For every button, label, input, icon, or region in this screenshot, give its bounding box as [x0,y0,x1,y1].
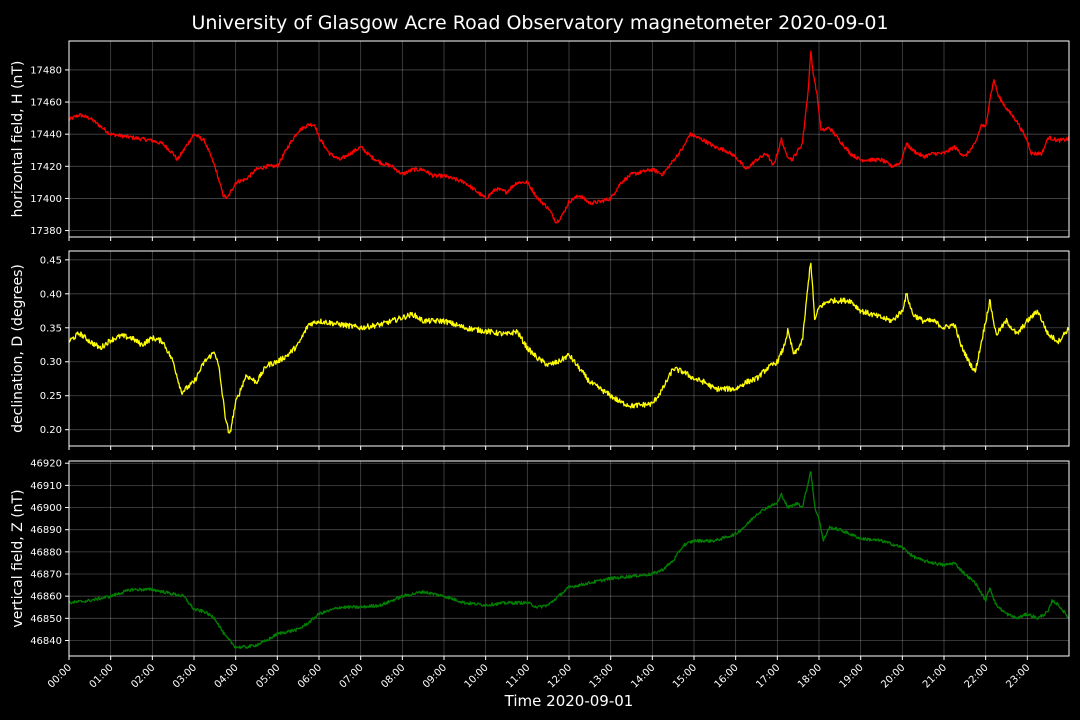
y-tick-label: 0.20 [40,425,62,436]
y-tick-label: 46840 [30,636,62,647]
y-tick-label: 17440 [30,130,62,141]
x-tick-label: 21:00 [921,662,949,690]
x-tick-label: 18:00 [796,662,824,690]
x-tick-label: 14:00 [629,662,657,690]
plot-frame [68,250,1070,447]
x-tick-label: 23:00 [1004,662,1032,690]
z-panel: 46840 46850 46860 46870 46880 46890 46900 46910… [10,459,1070,691]
d-panel: 0.20 0.25 0.30 0.35 0.40 0.45 declination, D (… [10,250,1070,450]
y-tick-label: 0.45 [40,255,62,266]
x-tick-label: 22:00 [963,662,991,690]
y-tick-label: 46900 [30,503,62,514]
series-line [68,471,1070,650]
chart-panels: 17380 17400 17420 17440 17460 17480 horizontal… [10,40,1070,691]
y-tick-label: 0.30 [40,357,62,368]
chart-title: University of Glasgow Acre Road Observat… [191,12,888,34]
x-tick-label: 16:00 [713,662,741,690]
y-tick-label: 17400 [30,194,62,205]
x-tick-label: 10:00 [463,662,491,690]
x-axis-label: Time 2020-09-01 [504,692,634,710]
x-tick-label: 09:00 [421,662,449,690]
x-tick-label: 13:00 [588,662,616,690]
series-line [68,262,1070,434]
x-tick-label: 00:00 [46,662,74,690]
x-tick-label: 08:00 [379,662,407,690]
series-line [68,50,1070,224]
y-axis-label: vertical field, Z (nT) [10,489,26,627]
y-tick-label: 17460 [30,98,62,109]
y-tick-label: 46920 [30,459,62,470]
y-tick-label: 0.40 [40,289,62,300]
x-tick-label: 06:00 [296,662,324,690]
y-tick-label: 46890 [30,525,62,536]
y-tick-label: 17380 [30,226,62,237]
h-panel: 17380 17400 17420 17440 17460 17480 horizontal… [10,40,1070,241]
x-tick-label: 19:00 [838,662,866,690]
x-tick-label: 01:00 [88,662,116,690]
y-axis-label: declination, D (degrees) [10,264,26,433]
x-tick-label: 03:00 [171,662,199,690]
plot-frame [68,40,1070,238]
plot-frame [68,460,1070,657]
y-tick-label: 0.35 [40,323,62,334]
y-axis-label: horizontal field, H (nT) [10,61,26,218]
y-tick-label: 46870 [30,570,62,581]
x-tick-label: 07:00 [338,662,366,690]
y-tick-label: 17420 [30,162,62,173]
x-tick-label: 12:00 [546,662,574,690]
x-tick-label: 15:00 [671,662,699,690]
y-tick-label: 17480 [30,65,62,76]
x-tick-label: 04:00 [213,662,241,690]
x-tick-label: 05:00 [254,662,282,690]
x-tick-label: 02:00 [129,662,157,690]
y-tick-label: 46910 [30,481,62,492]
y-tick-label: 46850 [30,614,62,625]
x-tick-label: 11:00 [504,662,532,690]
y-tick-label: 0.25 [40,391,62,402]
y-tick-label: 46860 [30,592,62,603]
x-tick-label: 20:00 [879,662,907,690]
y-tick-label: 46880 [30,547,62,558]
x-tick-label: 17:00 [754,662,782,690]
